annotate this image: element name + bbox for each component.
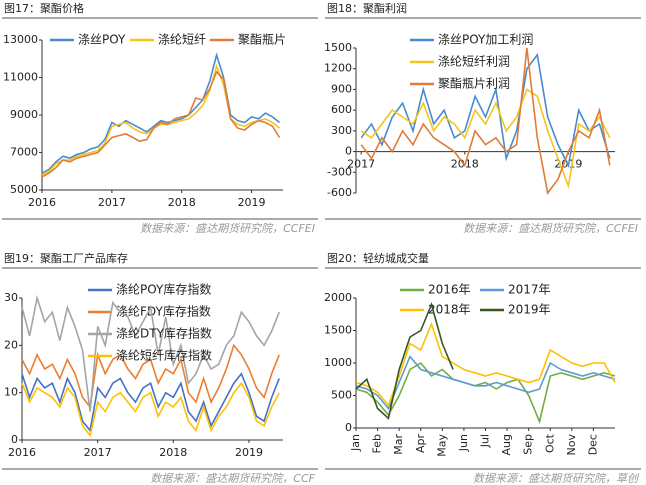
- source-note: 数据来源：盛达期货研究院，CCFEI: [140, 222, 315, 235]
- series-line: [21, 372, 280, 433]
- x-tick-label: May: [435, 434, 448, 457]
- y-tick-label: 1000: [324, 356, 352, 369]
- y-tick-label: -600: [327, 186, 352, 199]
- y-tick-label: 5000: [10, 183, 38, 196]
- panel-title: 图17：聚酯价格: [4, 1, 84, 15]
- x-tick-label: Oct: [543, 433, 556, 453]
- legend-label: 聚酯瓶片: [238, 33, 286, 47]
- panel-title: 图20：轻纺城成交量: [327, 251, 429, 265]
- x-tick-label: Nov: [565, 434, 578, 456]
- legend-label: 2018年: [428, 303, 471, 317]
- series-line: [41, 52, 280, 174]
- legend-label: 2019年: [508, 303, 551, 317]
- y-tick-label: 20: [4, 338, 18, 351]
- y-tick-label: 13000: [3, 33, 38, 46]
- x-tick-label: Mar: [392, 434, 405, 455]
- series-line: [360, 52, 611, 168]
- legend-label: 涤纶短纤利润: [438, 55, 510, 69]
- series-line: [41, 63, 280, 176]
- source-note: 数据来源：盛达期货研究院，草创: [473, 472, 640, 485]
- y-tick-label: 1500: [324, 41, 352, 54]
- x-tick-label: 2016: [8, 446, 36, 459]
- legend-label: 涤纶FDY库存指数: [116, 304, 211, 319]
- x-tick-label: Jun: [457, 434, 470, 452]
- x-tick-label: Apr: [414, 434, 427, 454]
- y-tick-label: 2000: [324, 291, 352, 304]
- x-tick-label: 2018: [168, 196, 196, 209]
- legend-label: 涤纶短纤库存指数: [116, 348, 212, 363]
- x-tick-label: 2019: [235, 446, 263, 459]
- x-tick-label: 2017: [98, 196, 126, 209]
- y-tick-label: 11000: [3, 71, 38, 84]
- legend-label: 涤纶POY库存指数: [116, 282, 211, 297]
- series-line: [360, 88, 611, 190]
- x-tick-label: Jan: [349, 434, 362, 452]
- y-tick-label: 0: [11, 433, 18, 446]
- y-tick-label: 30: [4, 291, 18, 304]
- series-line: [41, 70, 281, 178]
- source-note: 数据来源：盛达期货研究院，CCFEI: [463, 222, 638, 235]
- legend-label: 2017年: [508, 283, 551, 297]
- y-tick-label: 500: [331, 389, 352, 402]
- x-tick-label: Jul: [479, 434, 492, 448]
- series-line: [355, 302, 454, 420]
- series-line: [21, 381, 280, 438]
- y-tick-label: 7000: [10, 146, 38, 159]
- series-line: [355, 321, 616, 407]
- y-tick-label: 9000: [10, 108, 38, 121]
- x-tick-label: Aug: [500, 434, 513, 455]
- series-line: [360, 47, 611, 195]
- x-tick-label: 2019: [238, 196, 266, 209]
- source-note: 数据来源：盛达期货研究院，CCF: [150, 472, 315, 485]
- legend-label: 聚酯瓶片利润: [438, 77, 510, 91]
- y-tick-label: 300: [331, 124, 352, 137]
- panel-title: 图18：聚酯利润: [327, 1, 407, 15]
- x-tick-label: Sep: [522, 434, 535, 455]
- series-line: [21, 294, 280, 412]
- x-tick-label: 2016: [28, 196, 56, 209]
- x-tick-label: Feb: [371, 434, 384, 453]
- legend-label: 涤纶DTY库存指数: [116, 326, 212, 341]
- x-tick-label: Dec: [586, 434, 599, 455]
- y-tick-label: 600: [331, 103, 352, 116]
- y-tick-label: 10: [4, 386, 18, 399]
- y-tick-label: 1200: [324, 62, 352, 75]
- y-tick-label: 900: [331, 82, 352, 95]
- y-tick-label: 0: [345, 145, 352, 158]
- y-tick-label: 0: [345, 421, 352, 434]
- legend-label: 涤丝POY: [78, 33, 126, 47]
- y-tick-label: 1500: [324, 324, 352, 337]
- y-tick-label: -300: [327, 165, 352, 178]
- legend-label: 涤纶短纤: [158, 33, 206, 47]
- x-tick-label: 2017: [84, 446, 112, 459]
- legend-label: 2016年: [428, 283, 471, 297]
- panel-title: 图19：聚酯工厂产品库存: [4, 251, 128, 265]
- series-line: [355, 354, 616, 411]
- x-tick-label: 2018: [159, 446, 187, 459]
- legend-label: 涤丝POY加工利润: [438, 33, 533, 47]
- series-line: [21, 343, 280, 409]
- x-tick-label: 2017: [347, 158, 375, 171]
- series-line: [355, 361, 616, 425]
